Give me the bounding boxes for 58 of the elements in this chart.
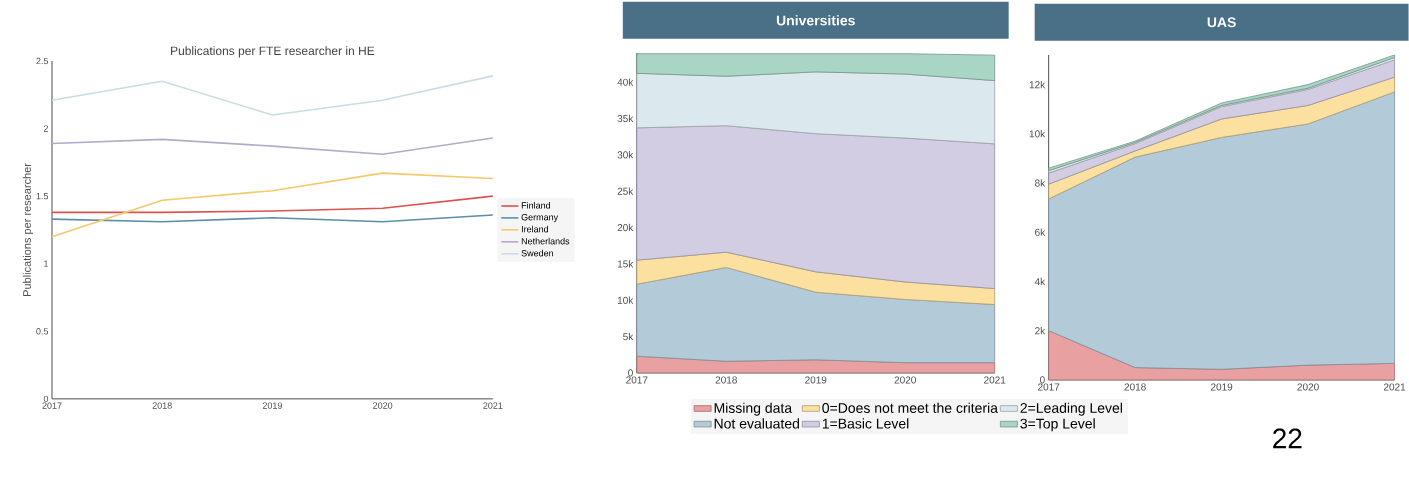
y-axis-title: Publications per researcher [22, 163, 34, 297]
x-tick-label: 2018 [715, 376, 737, 384]
x-tick-label: 2017 [1038, 383, 1060, 391]
legend-label: Netherlands [521, 237, 570, 245]
x-tick-label: 2021 [483, 402, 503, 409]
y-tick-label: 0 [1039, 376, 1045, 384]
x-tick-label: 2018 [1124, 383, 1146, 391]
y-tick-label: 35k [617, 114, 634, 123]
chart-title: Universities [776, 15, 855, 26]
y-tick-label: 10k [617, 296, 634, 304]
y-tick-label: 20k [617, 223, 634, 232]
y-tick-label: 0.5 [36, 328, 49, 335]
y-tick-label: 4k [1034, 277, 1046, 286]
legend-label: Missing data [714, 402, 793, 416]
x-tick-label: 2017 [626, 376, 648, 384]
x-tick-label: 2019 [1211, 383, 1233, 391]
x-tick-label: 2020 [894, 376, 916, 384]
legend-label: Germany [521, 214, 559, 223]
legend-label: 3=Top Level [1020, 418, 1095, 432]
line-series [51, 195, 494, 214]
x-tick-label: 2019 [262, 402, 282, 409]
y-tick-label: 12k [1029, 80, 1046, 89]
line-series [51, 137, 494, 156]
y-tick-label: 30k [617, 151, 634, 159]
y-tick-label: 2k [1035, 327, 1046, 335]
legend-label: Sweden [521, 249, 554, 257]
y-tick-label: 8k [1035, 179, 1046, 187]
y-tick-label: 25k [617, 187, 634, 195]
line-series [51, 172, 494, 238]
y-tick-label: 10k [1029, 130, 1046, 138]
y-tick-label: 6k [1035, 228, 1046, 236]
y-tick-label: 1.5 [36, 193, 49, 200]
y-tick-label: 0 [628, 369, 633, 377]
chart-title: Publications per FTE researcher in HE [171, 46, 375, 58]
legend-label: Finland [521, 202, 551, 209]
y-tick-label: 1 [44, 260, 49, 267]
chart-title: UAS [1207, 17, 1236, 28]
text: 22 [1273, 428, 1302, 449]
y-tick-label: 5k [623, 332, 634, 341]
x-tick-label: 2021 [984, 376, 1006, 384]
x-tick-label: 2020 [373, 402, 393, 409]
line-series [51, 214, 494, 223]
legend-label: 0=Does not meet the criteria [822, 402, 998, 414]
y-tick-label: 2 [43, 125, 48, 132]
legend-label: Ireland [521, 225, 549, 233]
x-tick-label: 2019 [805, 376, 827, 384]
y-tick-label: 2.5 [36, 57, 49, 65]
y-tick-label: 15k [617, 260, 634, 268]
legend-label: 2=Leading Level [1020, 402, 1122, 416]
x-tick-label: 2017 [42, 402, 62, 409]
legend-label: 1=Basic Level [822, 418, 909, 429]
x-tick-label: 2018 [152, 402, 172, 409]
y-tick-label: 40k [617, 78, 634, 86]
x-tick-label: 2021 [1383, 383, 1406, 391]
line-series [51, 75, 494, 116]
legend-label: Not evaluated [714, 418, 799, 429]
x-tick-label: 2020 [1297, 383, 1319, 391]
y-tick-label: 0 [43, 395, 49, 403]
